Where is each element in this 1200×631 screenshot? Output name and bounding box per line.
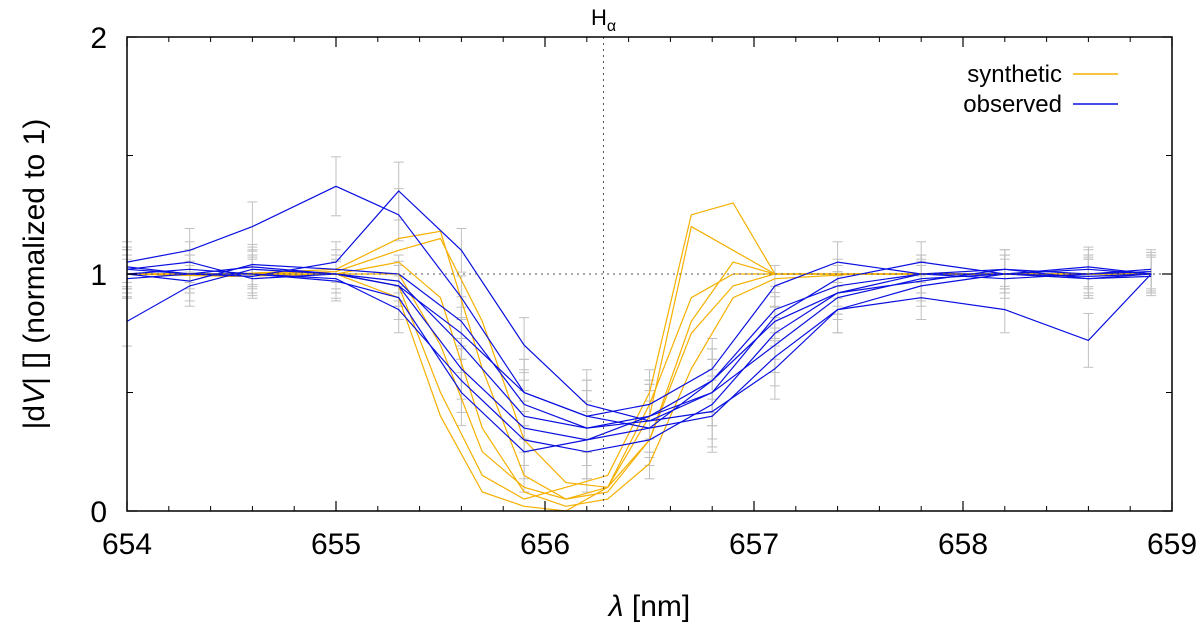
x-tick-label: 657 [729,528,779,561]
legend-label-synthetic: synthetic [967,61,1062,88]
observed-profile-7 [126,261,1152,429]
synthetic-profile-1 [127,225,1152,500]
axis-ticks: 654 655 656 657 658 659 0 1 2 [90,22,1197,561]
synthetic-profile-5 [127,273,1152,512]
x-tick-label: 655 [311,528,361,561]
x-tick-label: 656 [520,528,570,561]
synthetic-profile-2 [126,261,1152,507]
x-tick-label: 658 [938,528,988,561]
series-layer [126,185,1152,512]
x-tick-label: 654 [102,528,152,561]
observed-profile-5 [126,268,1152,453]
y-tick-label: 1 [90,259,107,292]
y-tick-label: 2 [90,22,107,55]
y-axis-label: |dV| [] (normalized to 1) [18,119,51,430]
observed-profile-1 [126,263,1152,429]
synthetic-profile-0 [127,273,1152,500]
reference-lines [127,37,1172,511]
h-alpha-label: Hα [591,5,616,35]
synthetic-profile-3 [127,202,1152,500]
observed-profile-2 [126,185,1152,417]
observed-profile-6 [126,268,1152,429]
x-axis-label: λ [nm] [607,590,690,623]
legend: synthetic observed [963,61,1118,118]
x-tick-label: 659 [1147,528,1197,561]
legend-label-observed: observed [963,91,1062,118]
observed-profile-4 [126,190,1152,422]
y-tick-label: 0 [90,496,107,529]
